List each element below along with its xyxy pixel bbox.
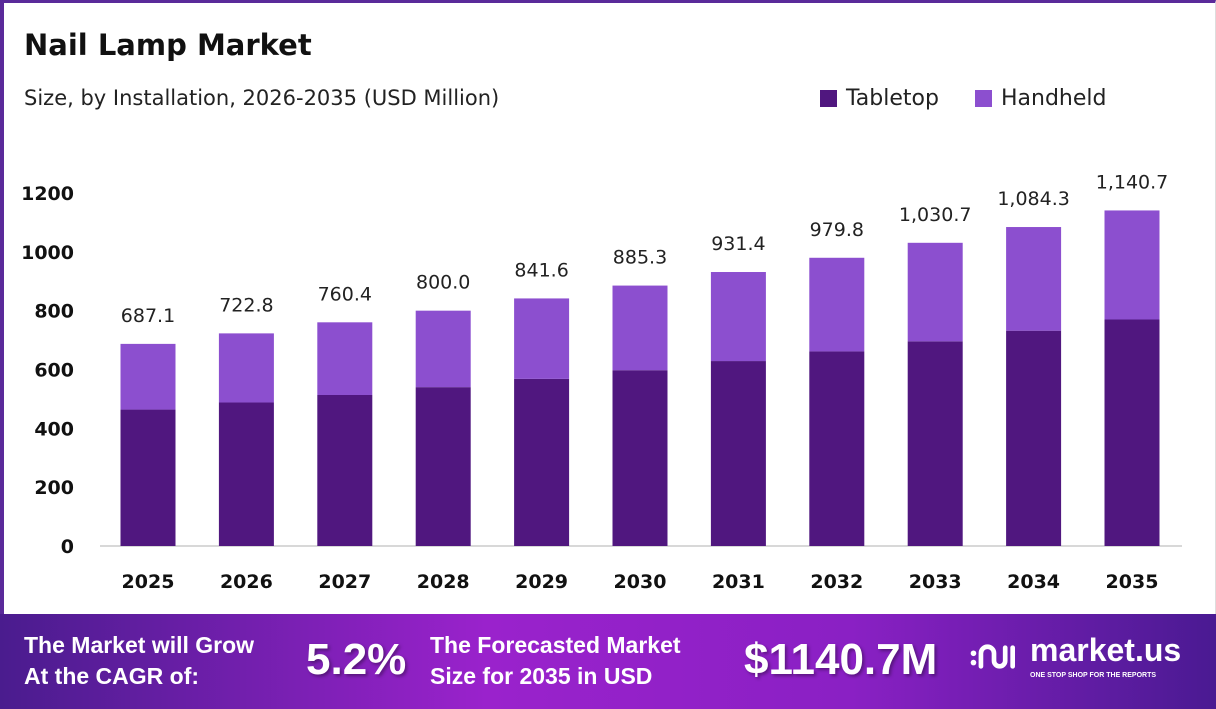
bar-tabletop-2029	[514, 378, 570, 546]
total-label-2030: 885.3	[613, 247, 667, 269]
y-tick-label: 800	[34, 301, 74, 323]
y-tick-label: 200	[34, 477, 74, 499]
bar-handheld-2028	[415, 310, 471, 388]
bar-handheld-2029	[514, 298, 570, 379]
brand-tagline: ONE STOP SHOP FOR THE REPORTS	[1030, 672, 1157, 679]
bar-tabletop-2026	[218, 402, 274, 546]
total-label-2033: 1,030.7	[899, 204, 972, 226]
bar-tabletop-2032	[809, 351, 865, 546]
y-tick-label: 0	[61, 536, 74, 558]
y-tick-label: 1200	[21, 183, 74, 205]
total-label-2035: 1,140.7	[1096, 171, 1169, 193]
bar-tabletop-2027	[317, 395, 373, 546]
bar-handheld-2032	[809, 257, 865, 352]
bar-handheld-2033	[907, 242, 963, 342]
bar-tabletop-2025	[120, 409, 176, 546]
y-tick-label: 400	[34, 418, 74, 440]
cagr-value: 5.2%	[306, 635, 407, 684]
forecast-label-line1: The Forecasted Market	[430, 632, 681, 658]
bar-handheld-2034	[1006, 227, 1062, 331]
x-tick-label: 2035	[1106, 571, 1159, 593]
legend-label-handheld: Handheld	[1001, 86, 1107, 111]
bar-tabletop-2035	[1104, 319, 1160, 546]
brand-name: market.us	[1030, 632, 1182, 668]
total-label-2027: 760.4	[318, 283, 372, 305]
cagr-label-line1: The Market will Grow	[24, 632, 255, 658]
footer-banner: The Market will Grow At the CAGR of: 5.2…	[0, 614, 1216, 709]
total-label-2025: 687.1	[121, 305, 175, 327]
y-tick-label: 1000	[21, 242, 74, 264]
bar-handheld-2026	[218, 333, 274, 403]
legend-swatch-handheld	[975, 90, 992, 107]
x-tick-label: 2027	[318, 571, 371, 593]
total-label-2031: 931.4	[711, 233, 765, 255]
total-label-2029: 841.6	[514, 259, 568, 281]
bar-tabletop-2033	[907, 341, 963, 546]
bar-chart: 0 200 400 600 800 1000 1200 687.1 2025 722.8 2026 7…	[21, 171, 1182, 593]
cagr-label: The Market will Grow At the CAGR of:	[24, 630, 254, 692]
forecast-label-line2: Size for 2035 in USD	[430, 663, 653, 689]
total-label-2032: 979.8	[810, 219, 864, 241]
bar-handheld-2025	[120, 343, 176, 410]
legend-swatch-tabletop	[820, 90, 837, 107]
bar-handheld-2027	[317, 322, 373, 396]
forecast-label: The Forecasted Market Size for 2035 in U…	[430, 630, 681, 692]
forecast-value: $1140.7M	[744, 635, 938, 684]
brand-logo: market.us ONE STOP SHOP FOR THE REPORTS	[966, 632, 1181, 681]
bar-tabletop-2030	[612, 370, 668, 546]
x-tick-label: 2026	[220, 571, 273, 593]
x-tick-label: 2034	[1007, 571, 1060, 593]
bar-handheld-2030	[612, 285, 668, 371]
x-tick-label: 2032	[810, 571, 863, 593]
legend-item-tabletop: Tabletop	[820, 86, 939, 111]
market-us-logo-icon	[970, 643, 1015, 669]
x-tick-label: 2025	[122, 571, 175, 593]
chart-title: Nail Lamp Market	[24, 28, 312, 62]
total-label-2026: 722.8	[219, 294, 273, 316]
cagr-label-line2: At the CAGR of:	[24, 663, 200, 689]
x-tick-label: 2029	[515, 571, 568, 593]
total-label-2028: 800.0	[416, 272, 470, 294]
x-tick-label: 2028	[417, 571, 470, 593]
bar-tabletop-2028	[415, 387, 471, 546]
bar-tabletop-2034	[1006, 330, 1062, 546]
x-tick-label: 2030	[614, 571, 667, 593]
legend-label-tabletop: Tabletop	[846, 86, 939, 111]
bar-handheld-2031	[710, 272, 766, 362]
legend-item-handheld: Handheld	[975, 86, 1107, 111]
y-tick-label: 600	[34, 360, 74, 382]
chart-subtitle: Size, by Installation, 2026-2035 (USD Mi…	[24, 86, 500, 110]
x-tick-label: 2031	[712, 571, 765, 593]
total-label-2034: 1,084.3	[997, 188, 1070, 210]
bar-tabletop-2031	[710, 361, 766, 546]
bar-handheld-2035	[1104, 210, 1160, 320]
x-tick-label: 2033	[909, 571, 962, 593]
